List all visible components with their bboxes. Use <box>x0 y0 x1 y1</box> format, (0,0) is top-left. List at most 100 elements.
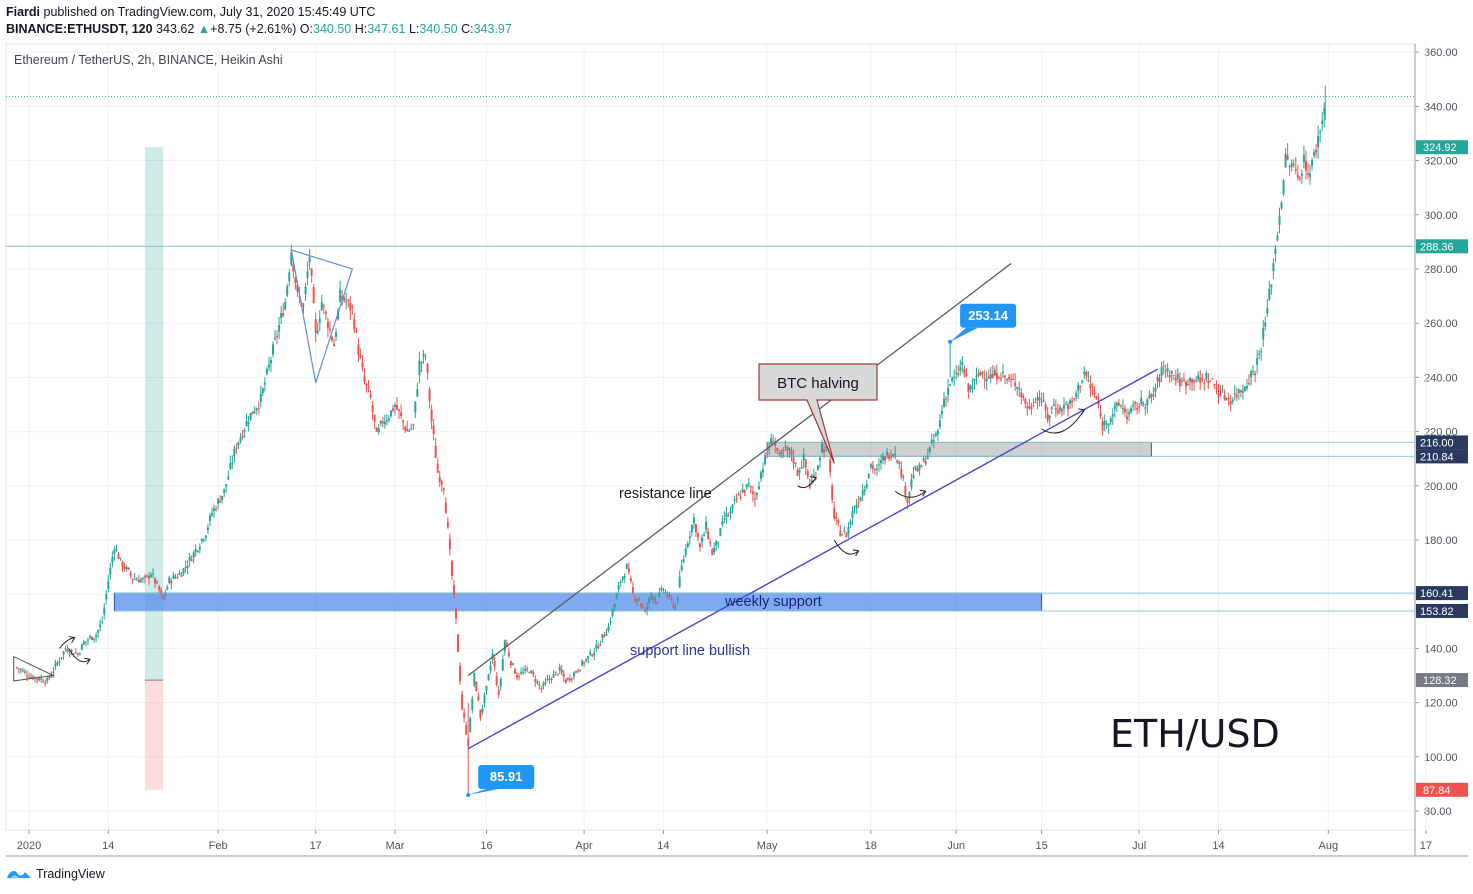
candle-body <box>312 286 315 304</box>
candle-body <box>932 440 935 442</box>
arc-arrow-5 <box>894 490 927 498</box>
candle-body <box>365 383 368 386</box>
candle-body <box>156 582 159 584</box>
candle-body <box>420 362 423 364</box>
candle-body <box>89 635 91 638</box>
candle-body <box>444 502 447 514</box>
candle-body <box>855 505 858 509</box>
candle-body <box>790 450 793 455</box>
low-value: 340.50 <box>419 22 458 36</box>
candle-body <box>1142 402 1145 405</box>
candle-body <box>599 644 602 646</box>
candle-body <box>924 460 927 465</box>
candle-body <box>528 672 531 674</box>
candle-body <box>837 519 840 523</box>
tradingview-logo-icon[interactable] <box>6 866 32 882</box>
candle-body <box>1191 379 1194 383</box>
candle-body <box>642 606 645 608</box>
symbol-label[interactable]: BINANCE:ETHUSDT, 120 <box>6 22 153 36</box>
candle-body <box>1237 389 1240 394</box>
candle-body <box>257 407 260 409</box>
candle-body <box>546 678 549 681</box>
candle-body <box>1164 370 1167 372</box>
candle-body <box>1054 407 1057 411</box>
candle-body <box>1260 351 1263 353</box>
candle-body <box>48 676 51 678</box>
candle-body <box>487 674 490 680</box>
candle-body <box>1052 404 1055 407</box>
author-name[interactable]: Fiardi <box>6 5 41 19</box>
candle-body <box>93 638 96 640</box>
candle-body <box>465 725 468 735</box>
candle-body <box>1144 407 1147 409</box>
candle-body <box>70 649 73 651</box>
y-tick-label: 300.00 <box>1424 210 1458 222</box>
footer-brand[interactable]: TradingView <box>36 867 105 881</box>
candle-body <box>64 648 67 650</box>
candle-body <box>1317 136 1320 147</box>
axis-badge <box>1416 673 1468 688</box>
candle-body <box>1323 108 1326 115</box>
candle-body <box>938 420 941 428</box>
candle-body <box>686 543 689 548</box>
candle-body <box>1201 378 1204 380</box>
candle-body <box>993 370 996 376</box>
candle-body <box>1099 413 1102 417</box>
y-tick-label: 320.00 <box>1424 156 1458 168</box>
x-tick-label: May <box>757 840 778 852</box>
candle-body <box>1010 379 1013 381</box>
candle-body <box>113 549 116 554</box>
candle-body <box>233 448 236 457</box>
candle-body <box>1266 307 1269 314</box>
candle-body <box>1060 408 1063 412</box>
candle-body <box>184 566 187 568</box>
price-chart[interactable]: 80.00100.00120.00140.00160.00180.00200.0… <box>0 0 1473 860</box>
candle-body <box>1069 400 1072 404</box>
candle-body <box>973 378 976 381</box>
candle-body <box>692 517 695 524</box>
candle-body <box>359 355 362 358</box>
arc-arrow-1-head <box>68 636 76 643</box>
arc-arrow-3-head <box>809 476 817 483</box>
candle-body <box>611 609 614 617</box>
candle-body <box>36 678 39 680</box>
candle-body <box>1215 388 1218 390</box>
candle-body <box>296 284 299 292</box>
candle-body <box>747 483 750 485</box>
candle-body <box>192 552 195 558</box>
candle-body <box>1166 368 1169 371</box>
last-price: 343.62 <box>156 22 195 36</box>
candle-body <box>1302 154 1305 163</box>
candle-body <box>943 398 945 407</box>
candle-body <box>72 653 75 655</box>
price-badge <box>1416 449 1468 464</box>
candle-body <box>1290 162 1293 167</box>
candle-body <box>977 373 980 376</box>
candle-body <box>223 488 226 494</box>
candle-body <box>934 433 937 436</box>
candle-body <box>741 489 744 493</box>
candle-body <box>670 598 673 601</box>
candle-body <box>1016 386 1019 389</box>
candle-body <box>593 652 596 656</box>
candle-body <box>918 464 921 470</box>
y-tick-label: 100.00 <box>1424 752 1458 764</box>
candle-body <box>542 683 545 686</box>
candle-body <box>97 630 100 633</box>
candle-body <box>284 301 287 310</box>
candle-body <box>259 393 262 402</box>
candle-body <box>253 411 256 413</box>
candle-body <box>186 566 189 569</box>
candle-body <box>884 456 887 461</box>
support-line <box>467 368 1158 750</box>
candle-body <box>534 679 537 683</box>
support-label: support line bullish <box>630 643 750 659</box>
resistance-label: resistance line <box>619 486 712 502</box>
candle-body <box>1213 384 1216 386</box>
candle-body <box>328 328 331 330</box>
candle-body <box>1075 393 1078 397</box>
candle-body <box>30 676 33 678</box>
candle-body <box>1012 379 1015 381</box>
x-tick-label: Jul <box>1132 840 1146 852</box>
candle-body <box>1034 402 1037 404</box>
